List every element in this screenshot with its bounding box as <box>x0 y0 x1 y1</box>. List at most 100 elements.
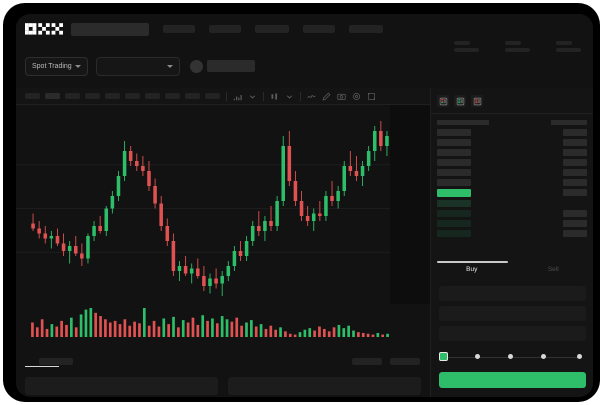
percent-slider[interactable] <box>439 352 586 362</box>
bottom-action-2[interactable] <box>390 357 420 365</box>
table-row[interactable] <box>431 157 593 167</box>
stat-value <box>454 48 479 52</box>
bottom-panel-2 <box>228 377 421 395</box>
chevron-down-icon <box>166 64 173 68</box>
bottom-panels <box>16 377 430 397</box>
table-row[interactable] <box>431 177 593 187</box>
trading-pair-selector[interactable] <box>95 56 180 76</box>
order-amount-field[interactable] <box>439 306 586 321</box>
indicators-icon[interactable] <box>233 92 242 101</box>
interval-button-8[interactable] <box>165 93 180 99</box>
interval-button-2[interactable] <box>45 93 60 99</box>
orderbook-buy-icon[interactable] <box>454 95 466 107</box>
orderbook-size-column-header <box>551 120 587 125</box>
interval-button-6[interactable] <box>125 93 140 99</box>
chart-type-icon[interactable] <box>270 92 279 101</box>
trendline-icon[interactable] <box>307 92 316 101</box>
table-row[interactable] <box>431 228 593 238</box>
interval-button-7[interactable] <box>145 93 160 99</box>
nav-link-3[interactable] <box>255 25 289 33</box>
market-stats-group <box>428 41 581 52</box>
chevron-down-icon <box>74 64 81 68</box>
bottom-tab-actions <box>352 357 420 365</box>
chart-right-overlay <box>390 105 430 304</box>
device-bezel: Spot Trading <box>3 3 600 402</box>
nav-link-5[interactable] <box>349 25 383 33</box>
nav-link-4[interactable] <box>303 25 335 33</box>
tab-buy-label: Buy <box>466 266 478 273</box>
tab-sell-label: Sell <box>547 266 559 273</box>
interval-button-10[interactable] <box>205 93 220 99</box>
indicators-chevron-down-icon[interactable] <box>248 92 257 101</box>
table-row[interactable] <box>431 208 593 218</box>
settings-gear-icon[interactable] <box>352 92 361 101</box>
market-stat-1 <box>454 41 479 52</box>
candlestick-chart-svg <box>16 121 430 296</box>
stat-label <box>454 41 470 45</box>
top-navigation-bar <box>16 14 593 44</box>
toolbar-divider <box>263 91 264 101</box>
candlestick-chart[interactable] <box>16 105 430 304</box>
nav-link-2[interactable] <box>209 25 241 33</box>
market-sub-header: Spot Trading <box>16 44 593 88</box>
stat-label <box>505 41 521 45</box>
fullscreen-icon[interactable] <box>367 92 376 101</box>
search-input[interactable] <box>71 22 149 36</box>
table-row[interactable] <box>431 167 593 177</box>
pencil-icon[interactable] <box>322 92 331 101</box>
orderbook-header <box>431 118 593 127</box>
bottom-action-1[interactable] <box>352 357 382 365</box>
slider-stop-100[interactable] <box>577 354 582 359</box>
orderbook-price-column-header <box>437 120 489 125</box>
order-side-tabs: Buy Sell <box>431 258 593 286</box>
okx-logo-icon[interactable] <box>25 22 63 36</box>
slider-stop-75[interactable] <box>541 354 546 359</box>
order-total-field[interactable] <box>439 326 586 341</box>
orderbook-list[interactable] <box>431 114 593 238</box>
interval-button-1[interactable] <box>25 93 40 99</box>
market-stat-3 <box>556 41 581 52</box>
table-row[interactable] <box>431 137 593 147</box>
orderbook-both-icon[interactable] <box>437 95 449 107</box>
interval-button-5[interactable] <box>105 93 120 99</box>
slider-handle[interactable] <box>439 352 448 361</box>
slider-stop-50[interactable] <box>508 354 513 359</box>
orderbook-sell-icon[interactable] <box>471 95 483 107</box>
interval-button-4[interactable] <box>85 93 100 99</box>
bottom-panel-1 <box>25 377 218 395</box>
table-row[interactable] <box>431 147 593 157</box>
bottom-tab-bar <box>16 350 430 372</box>
toolbar-divider <box>300 91 301 101</box>
stat-value <box>556 48 581 52</box>
tab-buy[interactable]: Buy <box>431 258 513 273</box>
pair-avatar <box>189 59 203 73</box>
orderbook-sidebar: Buy Sell <box>430 88 593 397</box>
camera-icon[interactable] <box>337 92 346 101</box>
submit-buy-button[interactable] <box>439 372 586 388</box>
toolbar-divider <box>226 91 227 101</box>
table-row[interactable] <box>431 198 593 208</box>
interval-button-9[interactable] <box>185 93 200 99</box>
table-row[interactable] <box>431 218 593 228</box>
active-tab-underline <box>437 261 508 263</box>
tab-sell[interactable]: Sell <box>513 258 594 273</box>
pair-name-label <box>206 60 255 72</box>
stat-value <box>505 48 530 52</box>
orderbook-mode-buttons <box>431 88 593 114</box>
market-stat-2 <box>505 41 530 52</box>
market-type-selector[interactable]: Spot Trading <box>25 56 88 76</box>
orderbook-last-price-row[interactable] <box>431 187 593 198</box>
market-type-label: Spot Trading <box>32 62 72 70</box>
slider-stop-25[interactable] <box>475 354 480 359</box>
volume-chart-svg <box>31 308 389 337</box>
order-price-field[interactable] <box>439 286 586 301</box>
table-row[interactable] <box>431 127 593 137</box>
chart-toolbar <box>16 88 430 105</box>
volume-chart <box>16 304 430 350</box>
nav-link-1[interactable] <box>163 25 195 33</box>
active-tab-underline <box>25 366 59 367</box>
interval-button-3[interactable] <box>65 93 80 99</box>
chart-type-chevron-down-icon[interactable] <box>285 92 294 101</box>
order-entry-form <box>431 286 593 397</box>
bottom-tab-2[interactable] <box>39 357 73 365</box>
